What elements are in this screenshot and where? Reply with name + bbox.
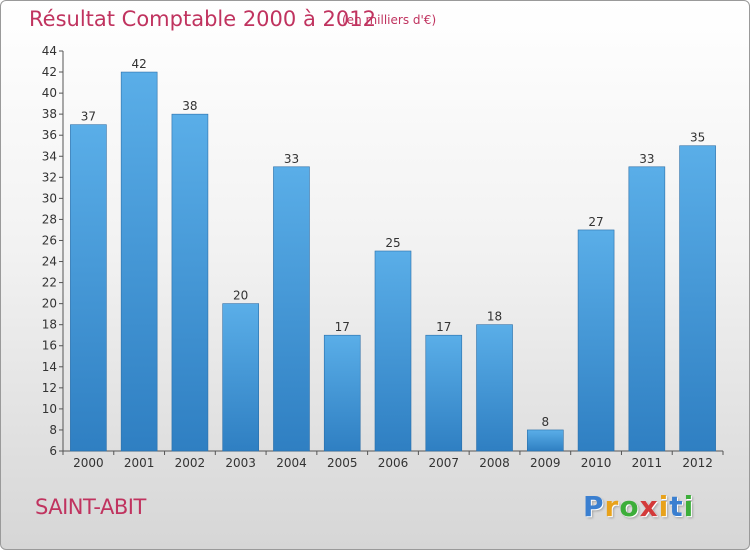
bar-2002 [171,113,209,452]
x-tick-label: 2010 [581,456,612,470]
x-tick-label: 2009 [530,456,561,470]
y-tick-label: 22 [42,276,57,290]
bar-2012 [679,145,716,452]
bar-2006 [374,250,412,452]
proxiti-logo: Proxiti [583,490,694,523]
bar-2004 [273,166,310,452]
bar-2000 [70,124,107,452]
x-tick-label: 2005 [327,456,358,470]
y-tick-label: 44 [42,44,57,58]
x-tick-label: 2007 [428,456,459,470]
y-tick-label: 16 [42,339,57,353]
x-tick-label: 2003 [225,456,256,470]
x-tick-label: 2001 [124,456,155,470]
x-tick-label: 2008 [479,456,510,470]
y-tick-label: 36 [42,128,57,142]
logo-letter: o [619,490,640,523]
y-tick-label: 14 [42,360,57,374]
y-tick-label: 28 [42,212,57,226]
data-label: 17 [436,320,451,334]
data-label: 18 [487,310,502,324]
bar-2007 [425,334,463,452]
y-tick-label: 32 [42,170,57,184]
data-label: 33 [639,152,654,166]
y-tick-label: 26 [42,233,57,247]
y-tick-label: 24 [42,255,57,269]
data-label: 42 [132,57,147,71]
data-label: 25 [385,236,400,250]
y-tick-label: 20 [42,297,57,311]
data-label: 20 [233,289,248,303]
x-tick-label: 2002 [175,456,206,470]
x-tick-label: 2011 [632,456,663,470]
y-tick-label: 30 [42,191,57,205]
y-tick-label: 12 [42,381,57,395]
y-tick-label: 42 [42,65,57,79]
y-tick-label: 34 [42,149,57,163]
bar-2005 [323,334,361,452]
commune-name: SAINT-ABIT [35,495,146,519]
x-tick-label: 2012 [682,456,713,470]
bar-2003 [222,303,259,452]
y-tick-label: 10 [42,402,57,416]
bar-2001 [120,71,158,452]
data-label: 8 [541,415,549,429]
logo-letter: i [658,490,670,523]
data-label: 27 [588,215,603,229]
bar-2011 [628,166,666,452]
data-label: 38 [182,99,197,113]
bar-2010 [577,229,615,452]
logo-letter: t [669,490,684,523]
y-tick-label: 18 [42,318,57,332]
x-tick-label: 2000 [73,456,104,470]
data-label: 17 [335,320,350,334]
y-tick-label: 40 [42,86,57,100]
y-tick-label: 8 [49,423,57,437]
logo-letter: i [683,490,695,523]
bar-2008 [476,324,513,452]
y-tick-label: 38 [42,107,57,121]
x-tick-label: 2006 [378,456,409,470]
logo-letter: P [583,490,605,523]
data-label: 35 [690,131,705,145]
x-tick-label: 2004 [276,456,307,470]
data-label: 33 [284,152,299,166]
logo-letter: r [604,490,620,523]
chart-subtitle: (en milliers d'€) [342,13,437,27]
data-label: 37 [81,110,96,124]
chart-title: Résultat Comptable 2000 à 2012 [29,7,376,31]
y-tick-label: 6 [49,444,57,458]
bar-2009 [527,429,564,452]
logo-letter: x [639,490,659,523]
